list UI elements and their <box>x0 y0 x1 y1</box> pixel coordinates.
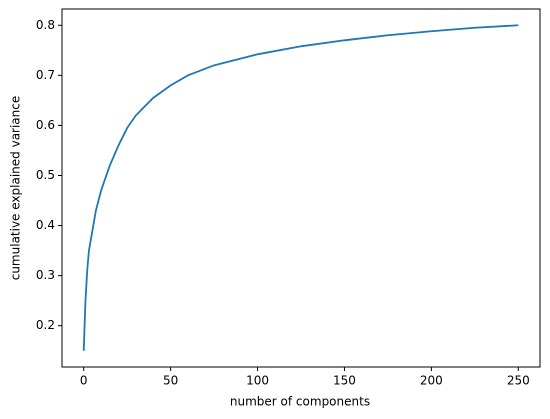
y-tick-label: 0.8 <box>36 18 55 32</box>
x-tick-label: 100 <box>246 374 269 388</box>
x-tick-label: 250 <box>507 374 530 388</box>
line-series <box>82 24 519 351</box>
y-tick-label: 0.5 <box>36 168 55 182</box>
y-tick-label: 0.2 <box>36 318 55 332</box>
x-tick-label: 150 <box>333 374 356 388</box>
x-tick-label: 0 <box>80 374 88 388</box>
x-axis-label: number of components <box>230 395 370 409</box>
y-tick-label: 0.4 <box>36 218 55 232</box>
y-tick-label: 0.3 <box>36 268 55 282</box>
y-axis-label: cumulative explained variance <box>9 96 23 281</box>
y-tick-label: 0.6 <box>36 118 55 132</box>
x-tick-label: 200 <box>420 374 443 388</box>
plot-frame <box>61 8 541 368</box>
y-tick-label: 0.7 <box>36 68 55 82</box>
x-tick-label: 50 <box>163 374 178 388</box>
